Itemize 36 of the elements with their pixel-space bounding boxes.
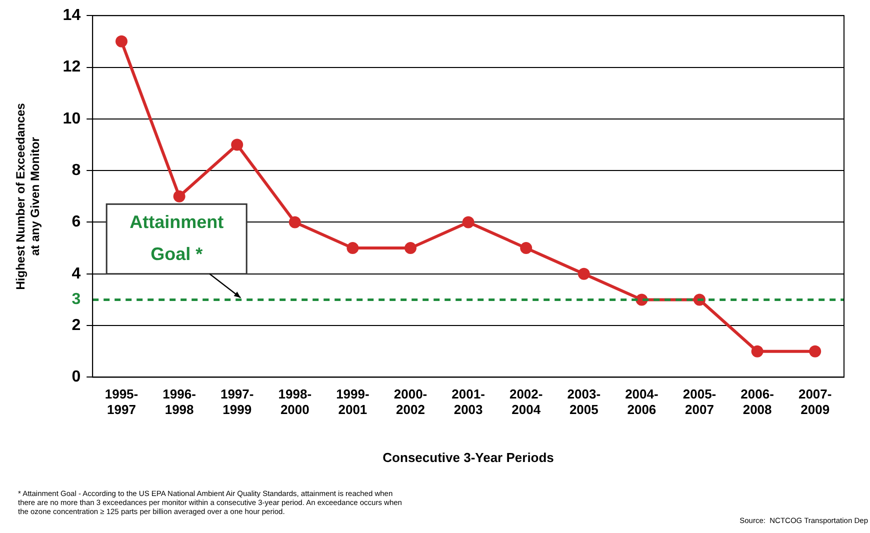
x-tick-label: 2002- 2004 <box>509 386 543 418</box>
y-tick-label: 4 <box>72 265 81 282</box>
x-tick-label: 2003- 2005 <box>567 386 601 418</box>
x-tick-label: 1999- 2001 <box>336 386 370 418</box>
x-axis-title: Consecutive 3-Year Periods <box>382 450 554 465</box>
y-tick-label: 3 <box>72 291 81 308</box>
y-tick-label: 0 <box>72 368 81 386</box>
x-tick-label: 1997- 1999 <box>220 386 254 418</box>
x-tick-label: 2006- 2008 <box>740 386 774 418</box>
point <box>751 345 764 358</box>
point <box>288 216 301 228</box>
x-tick-label: 2000- 2002 <box>394 386 428 418</box>
y-tick-label: 10 <box>62 110 81 128</box>
point <box>520 242 532 254</box>
point <box>809 345 822 358</box>
point <box>346 242 359 254</box>
ref-line-label: Attainment Goal * <box>130 212 224 264</box>
point <box>173 190 186 202</box>
point <box>578 268 590 280</box>
point <box>404 242 416 254</box>
point <box>231 138 244 151</box>
y-axis-title: Highest Number of Exceedances at any Given Monitor <box>14 102 42 290</box>
x-tick-label: 1996- 1998 <box>162 386 196 418</box>
x-tick-label: 1995- 1997 <box>104 386 138 418</box>
x-tick-label: 2001- 2003 <box>452 386 485 418</box>
x-tick-label: 2007- 2009 <box>798 386 832 418</box>
y-tick-label: 14 <box>62 7 81 24</box>
y-tick-label: 8 <box>72 162 81 179</box>
point <box>462 216 474 228</box>
x-tick-label: 2004- 2006 <box>625 386 658 418</box>
point <box>115 35 128 48</box>
y-tick-label: 6 <box>72 214 81 231</box>
x-tick-label: 2005- 2007 <box>682 386 716 418</box>
x-tick-label: 1998- 2000 <box>278 386 312 418</box>
y-tick-label: 12 <box>62 58 81 76</box>
y-tick-label: 2 <box>72 316 81 334</box>
